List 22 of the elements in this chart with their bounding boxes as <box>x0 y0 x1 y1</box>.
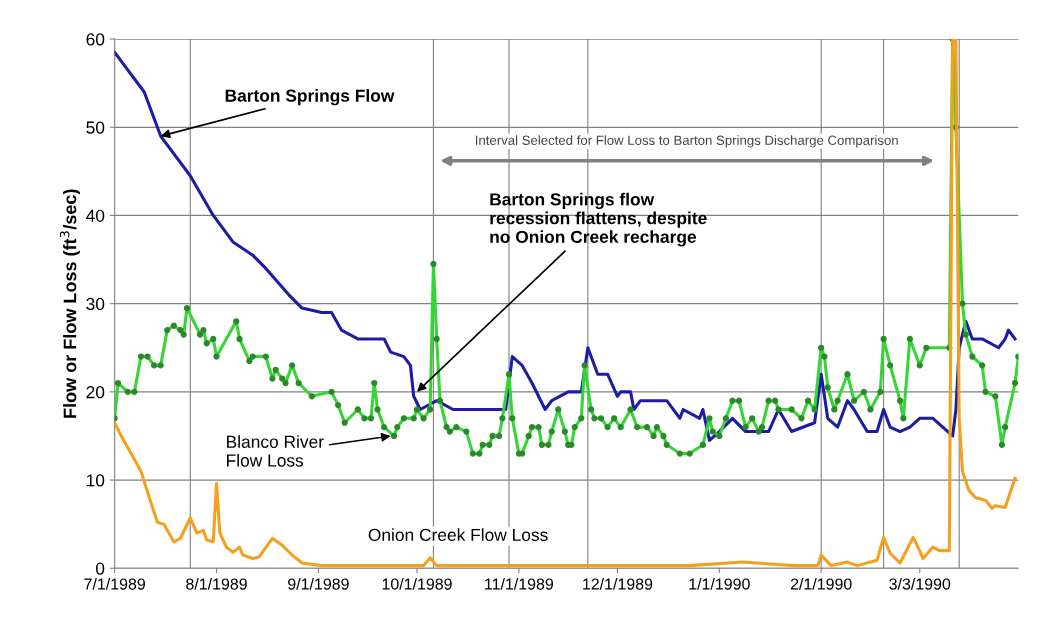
x-tick-label: 8/1/1989 <box>186 577 247 590</box>
y-tick-label: 0 <box>95 562 105 575</box>
x-tick-label: 7/1/1989 <box>84 577 145 590</box>
x-tick-label: 10/1/1989 <box>382 577 452 590</box>
y-axis-title: Flow or Flow Loss (ft$^{3}$/sec) <box>59 189 80 418</box>
annotation: Blanco River Flow Loss <box>227 435 324 467</box>
x-tick-label: 2/1/1990 <box>790 577 852 590</box>
y-tick-label: 10 <box>86 474 105 487</box>
x-tick-label: 3/3/1990 <box>889 577 951 590</box>
x-tick-label: 11/1/1989 <box>485 577 554 590</box>
annotation: Barton Springs Flow <box>225 89 395 106</box>
annotation: Onion Creek Flow Loss <box>368 528 548 542</box>
y-tick-label: 30 <box>86 297 105 311</box>
y-tick-label: 40 <box>86 209 105 222</box>
x-tick-label: 12/1/1989 <box>583 577 653 590</box>
annotation: Barton Springs flow recession flattens, despite no Onion Creek recharge <box>490 192 707 247</box>
y-tick-label: 20 <box>86 386 105 399</box>
y-tick-label: 60 <box>86 33 105 46</box>
y-tick-label: 50 <box>86 121 105 134</box>
x-tick-label: 9/1/1989 <box>288 577 349 590</box>
x-tick-label: 1/1/1990 <box>689 577 750 590</box>
annotation: Interval Selected for Flow Loss to Barton Springs Discharge Comparison <box>475 135 898 148</box>
